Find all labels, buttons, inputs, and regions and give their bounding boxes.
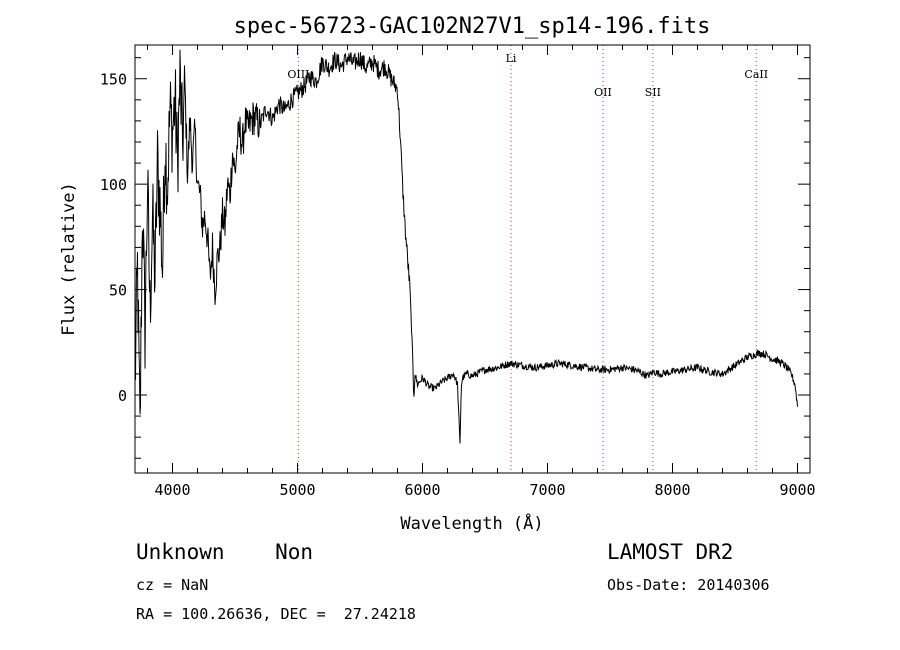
- x-tick-label: 7000: [529, 481, 565, 499]
- survey-name: LAMOST DR2: [607, 540, 734, 564]
- chart-title: spec-56723-GAC102N27V1_sp14-196.fits: [234, 14, 711, 39]
- y-tick-label: 50: [109, 282, 127, 300]
- line-label-sii: SII: [645, 86, 661, 99]
- x-axis-label: Wavelength (Å): [400, 512, 543, 534]
- y-tick-label: 0: [118, 387, 127, 405]
- spectral-class-text: Unknown Non: [136, 540, 314, 564]
- plot-frame: [134, 44, 811, 474]
- observation-date: Obs-Date: 20140306: [607, 576, 770, 594]
- line-label-li: Li: [506, 52, 517, 65]
- y-tick-label: 150: [100, 71, 127, 89]
- line-label-caii: CaII: [744, 68, 768, 81]
- redshift-text: cz = NaN: [136, 576, 209, 594]
- axis-ticks: 4000 5000 6000 7000 8000 9000 0 50 100 150: [100, 45, 816, 499]
- x-tick-label: 5000: [279, 481, 315, 499]
- y-axis-label: Flux (relative): [59, 182, 79, 336]
- x-tick-label: 4000: [154, 481, 190, 499]
- line-label-oii: OII: [594, 86, 612, 99]
- x-tick-label: 8000: [654, 481, 690, 499]
- y-tick-label: 100: [100, 176, 127, 194]
- coordinates-text: RA = 100.26636, DEC = 27.24218: [136, 605, 416, 623]
- x-tick-label: 9000: [779, 481, 815, 499]
- spectrum-line: [134, 49, 798, 444]
- x-tick-label: 6000: [404, 481, 440, 499]
